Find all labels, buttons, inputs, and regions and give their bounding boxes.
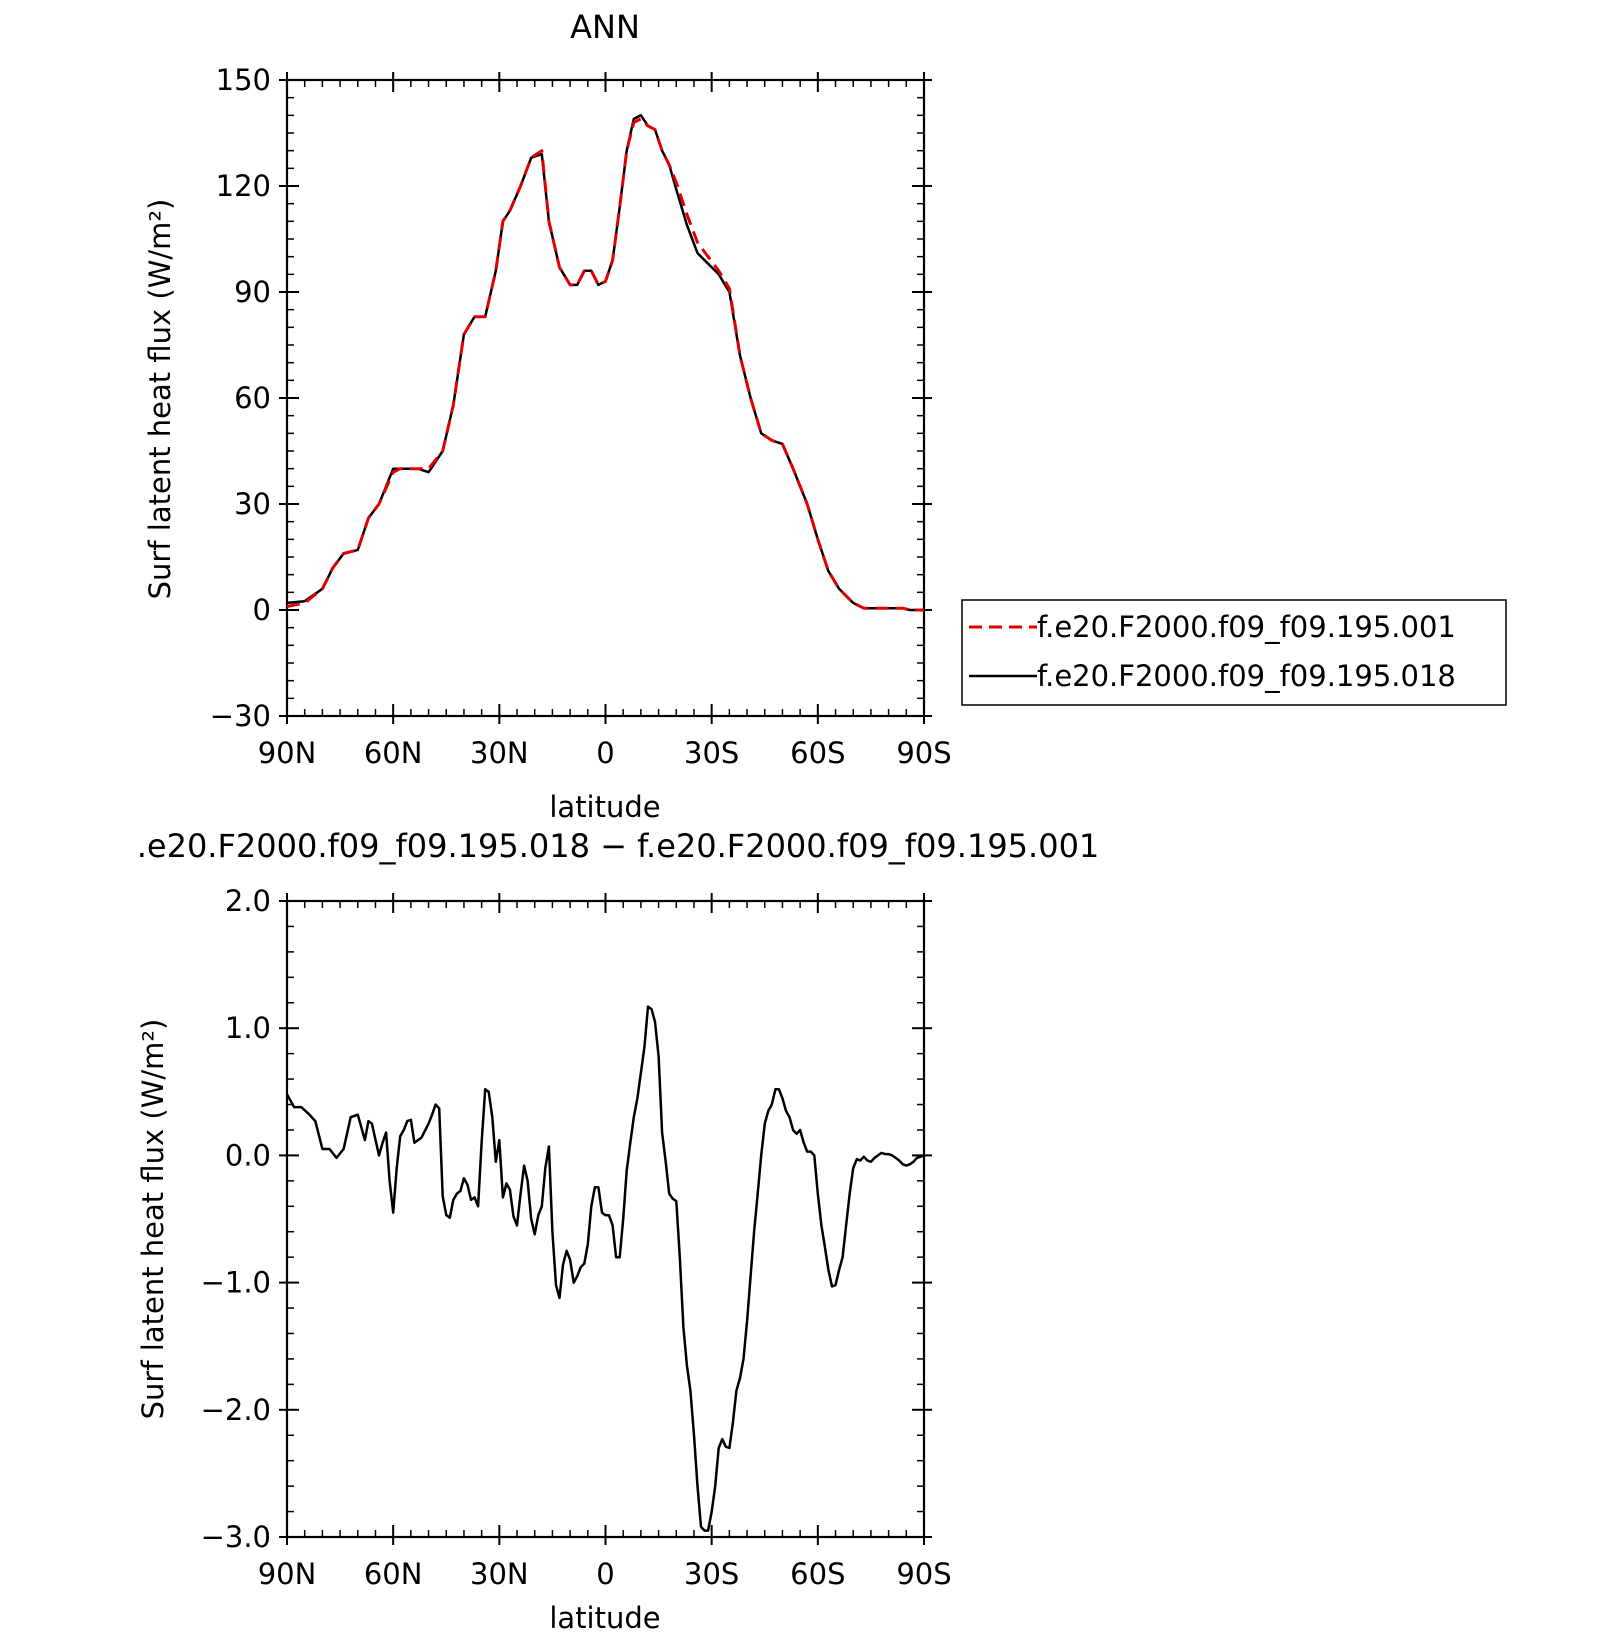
y-tick-label: −30 [210, 699, 271, 733]
x-tick-label: 90N [258, 736, 317, 770]
bottom-panel-axes: 90N 60N 30N 0 30S 60S 90S 2.0 1.0 0.0 −1.0 −2.0 −3.0 [201, 884, 952, 1591]
top-panel-title: ANN [570, 8, 640, 46]
x-tick-label: 60S [790, 1557, 845, 1591]
bottom-panel-xlabel: latitude [549, 1601, 660, 1635]
y-tick-label: −2.0 [201, 1393, 271, 1427]
x-tick-label: 30S [684, 736, 739, 770]
bottom-panel: .e20.F2000.f09_f09.195.018 − f.e20.F2000… [136, 827, 1099, 1635]
legend: f.e20.F2000.f09_f09.195.001 f.e20.F2000.… [961, 599, 1507, 706]
top-panel: ANN 90N 60N 30N 0 30S 60S 90S1501209060300−30 … [143, 8, 1507, 824]
top-panel-series [286, 114, 924, 612]
bottom-panel-ylabel: Surf latent heat flux (W/m²) [136, 1019, 170, 1420]
x-tick-label: 30S [684, 1557, 739, 1591]
y-tick-label: 0.0 [225, 1138, 271, 1172]
top-panel-xlabel: latitude [549, 790, 660, 824]
plot-frame [285, 78, 926, 718]
y-tick-label: 2.0 [225, 884, 271, 918]
y-tick-label: 120 [216, 169, 271, 203]
x-tick-label: 90S [896, 1557, 951, 1591]
series-line-1 [286, 114, 924, 612]
series-line-0 [285, 1005, 925, 1532]
x-tick-label: 90N [258, 1557, 317, 1591]
series-line-0 [286, 117, 924, 612]
plot-frame [285, 899, 926, 1539]
x-tick-label: 30N [470, 1557, 529, 1591]
x-tick-label: 60N [364, 1557, 423, 1591]
y-tick-label: −1.0 [201, 1266, 271, 1300]
top-panel-axes: 90N 60N 30N 0 30S 60S 90S 150 120 90 60 30 0 −30 [210, 63, 952, 770]
y-tick-label: 30 [234, 487, 271, 521]
bottom-panel-series [285, 1005, 925, 1532]
x-tick-label: 0 [596, 736, 614, 770]
x-tick-label: 90S [896, 736, 951, 770]
top-panel-ylabel: Surf latent heat flux (W/m²) [143, 199, 177, 600]
y-tick-label: 90 [234, 275, 271, 309]
bottom-panel-title: .e20.F2000.f09_f09.195.018 − f.e20.F2000… [137, 827, 1100, 865]
x-tick-label: 0 [596, 1557, 614, 1591]
y-tick-label: 1.0 [225, 1011, 271, 1045]
y-tick-label: 150 [216, 63, 271, 97]
y-tick-label: −3.0 [201, 1520, 271, 1554]
x-tick-label: 60N [364, 736, 423, 770]
y-tick-label: 60 [234, 381, 271, 415]
legend-label-series-1: f.e20.F2000.f09_f09.195.018 [1037, 659, 1456, 693]
x-tick-label: 60S [790, 736, 845, 770]
y-tick-label: 0 [253, 593, 271, 627]
legend-label-series-0: f.e20.F2000.f09_f09.195.001 [1037, 610, 1456, 644]
x-tick-label: 30N [470, 736, 529, 770]
legend-box [961, 599, 1507, 706]
